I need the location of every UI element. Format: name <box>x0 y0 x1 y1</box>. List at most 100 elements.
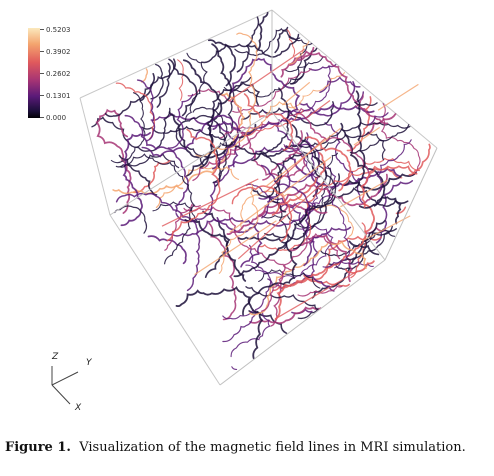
field-line <box>289 46 315 66</box>
field-line <box>150 63 164 100</box>
field-line <box>270 271 284 327</box>
field-line <box>297 285 343 297</box>
field-line <box>340 179 388 208</box>
field-line <box>348 240 380 256</box>
field-line <box>287 72 346 109</box>
field-line <box>186 136 307 177</box>
field-line <box>175 145 303 223</box>
field-line <box>367 112 389 126</box>
field-line <box>303 235 382 281</box>
field-line <box>265 127 342 187</box>
caption-label: Figure 1. <box>5 440 71 455</box>
field-line <box>199 43 233 169</box>
field-line <box>291 124 328 198</box>
field-line <box>291 44 308 85</box>
axis-label-z: Z <box>52 352 59 362</box>
cube-back-edges <box>79 9 438 386</box>
axis-label-x: X <box>75 403 82 413</box>
field-line <box>118 154 158 196</box>
field-line <box>167 93 194 149</box>
field-line <box>288 36 301 40</box>
field-line <box>302 272 335 292</box>
field-line <box>112 184 184 195</box>
field-line <box>274 26 289 54</box>
field-line <box>283 144 320 214</box>
field-line <box>194 220 277 276</box>
field-line <box>335 225 393 270</box>
field-line <box>328 189 351 269</box>
field-line <box>218 183 259 274</box>
colorbar-tick <box>40 95 44 96</box>
field-line <box>380 103 421 177</box>
field-line <box>349 124 410 154</box>
field-line <box>136 79 156 142</box>
field-line <box>354 93 364 108</box>
field-line <box>280 50 389 125</box>
field-line <box>377 83 419 111</box>
field-line <box>240 190 354 237</box>
field-line <box>222 309 271 358</box>
field-line <box>271 152 326 216</box>
field-line <box>298 81 356 117</box>
field-line <box>282 81 311 106</box>
field-line <box>182 59 223 121</box>
field-line <box>184 52 208 121</box>
field-line <box>147 235 187 265</box>
field-line <box>124 114 189 213</box>
field-line <box>192 121 263 182</box>
colorbar-label-2: 0.3902 <box>46 48 71 56</box>
field-line <box>305 136 352 192</box>
field-line <box>208 222 237 321</box>
field-line <box>288 41 310 65</box>
field-line <box>249 306 322 325</box>
field-line <box>222 244 272 343</box>
field-line <box>200 33 300 64</box>
field-line <box>354 101 378 107</box>
field-line-cube <box>51 9 438 405</box>
field-line <box>245 286 319 311</box>
field-line <box>354 90 366 189</box>
field-line <box>260 164 310 235</box>
field-line <box>243 93 294 151</box>
field-line <box>258 173 388 217</box>
field-line <box>141 125 227 141</box>
field-line <box>260 152 339 229</box>
field-line <box>353 126 381 146</box>
field-line <box>303 226 352 267</box>
field-line <box>188 92 246 182</box>
field-line <box>275 270 358 320</box>
field-line <box>231 366 238 370</box>
field-line <box>308 63 337 71</box>
field-line <box>139 72 156 102</box>
field-line <box>227 76 252 134</box>
field-line <box>161 178 259 227</box>
field-line <box>284 56 324 73</box>
colorbar-label-4: 0.1301 <box>46 92 71 100</box>
field-line <box>349 157 420 173</box>
field-line <box>375 180 414 244</box>
colorbar-label-min: 0.000 <box>46 114 67 122</box>
field-line <box>306 100 331 119</box>
field-line <box>376 139 412 194</box>
field-line <box>297 121 411 149</box>
field-line <box>231 185 293 242</box>
field-line <box>175 114 228 184</box>
field-line <box>177 59 184 101</box>
field-line <box>242 110 304 137</box>
colorbar-tick <box>40 73 44 74</box>
field-line <box>164 203 201 251</box>
field-line <box>320 230 396 257</box>
field-line <box>175 286 264 360</box>
field-line <box>156 62 171 108</box>
field-line <box>302 131 386 161</box>
field-line <box>264 173 341 241</box>
field-line <box>251 188 287 213</box>
field-line <box>346 96 372 152</box>
colorbar-tick <box>40 29 44 30</box>
field-line <box>187 88 245 165</box>
field-line <box>343 172 417 191</box>
field-line <box>256 11 269 52</box>
field-line <box>260 233 341 312</box>
field-line <box>226 202 328 235</box>
field-line <box>168 58 198 117</box>
